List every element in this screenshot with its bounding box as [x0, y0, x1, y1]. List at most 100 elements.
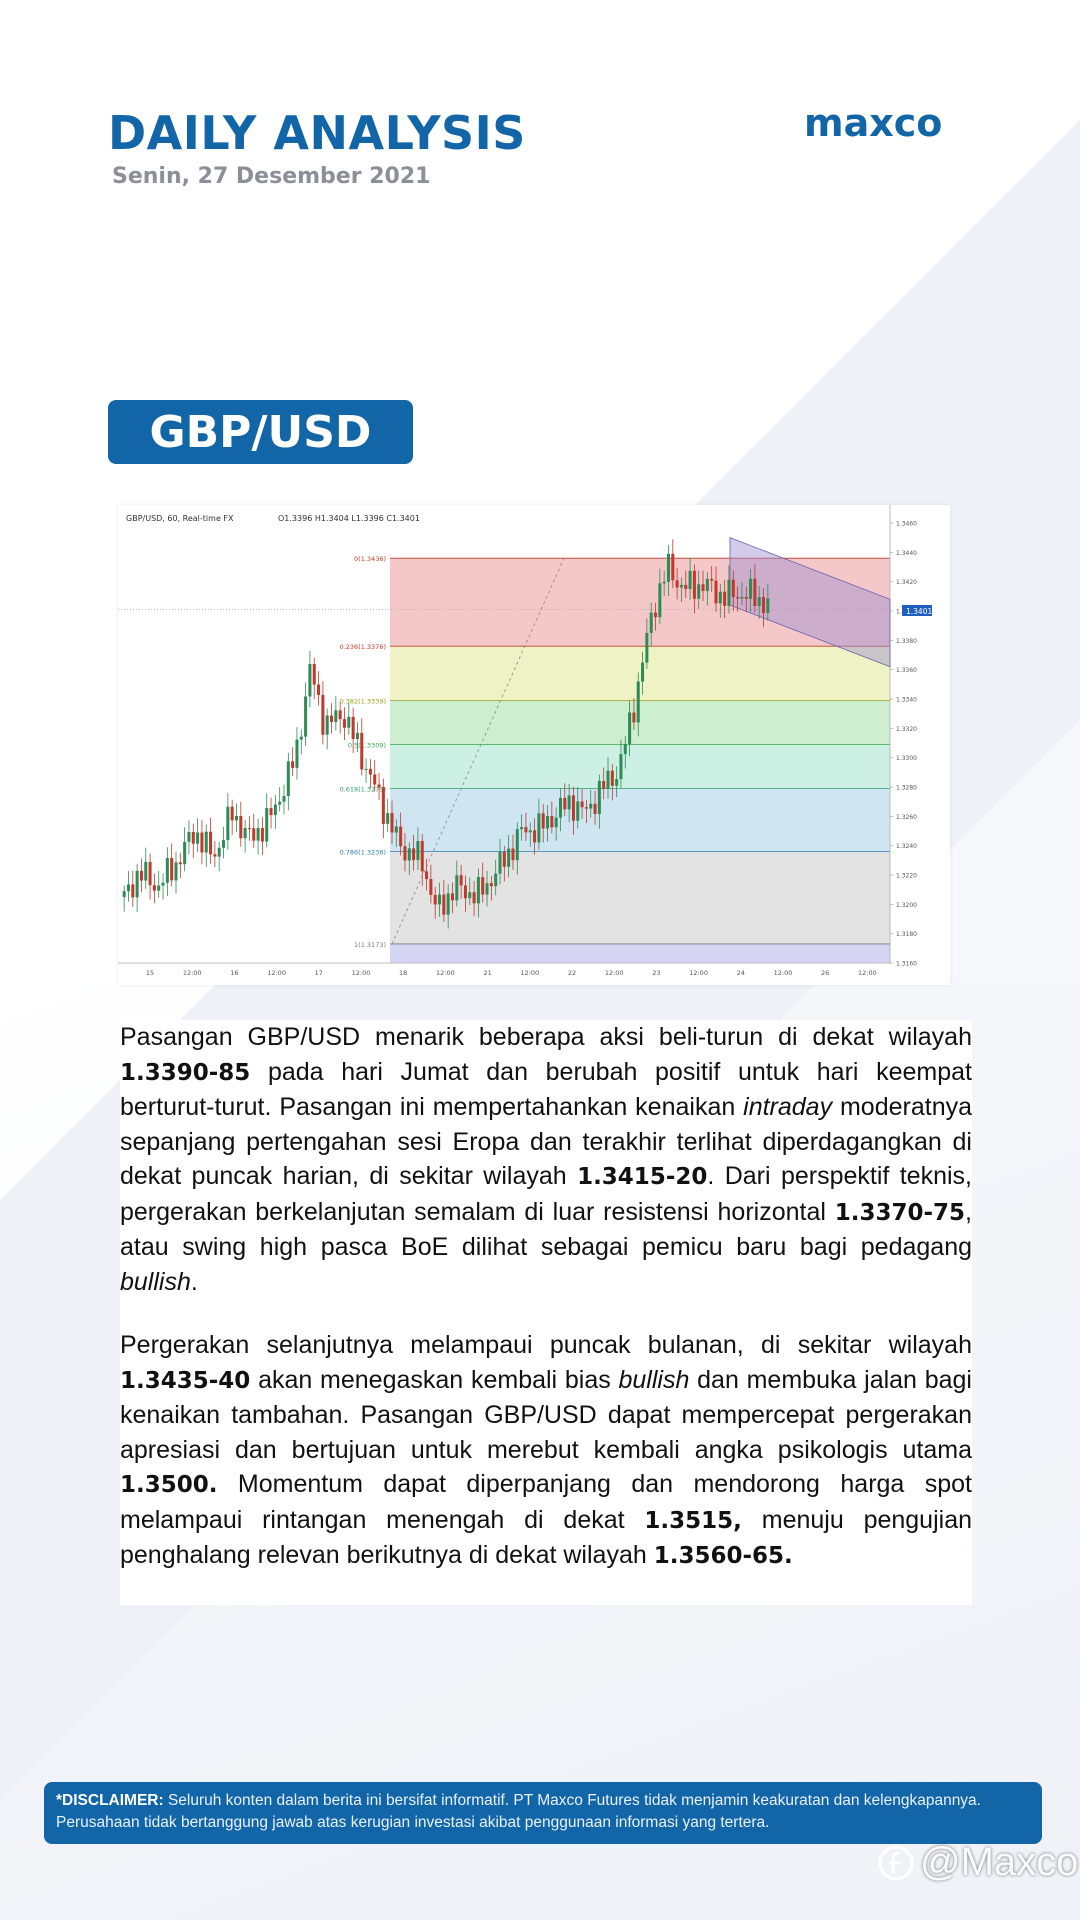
- candle-body: [291, 761, 295, 768]
- candle-body: [174, 862, 178, 881]
- candle-body: [692, 570, 696, 599]
- fib-band: [390, 744, 890, 789]
- time-tick-label: 18: [399, 969, 407, 977]
- time-tick-label: 22: [568, 969, 576, 977]
- fib-label: 0.5(1.3309): [348, 741, 386, 749]
- time-tick-label: 23: [652, 969, 660, 977]
- candle-body: [602, 780, 606, 789]
- time-tick-label: 21: [483, 969, 491, 977]
- time-axis: 15 12:00 16 12:00 17 12:00 18 12:00 21 12:00 22 12:…: [146, 969, 877, 977]
- candle-body: [429, 879, 433, 895]
- fib-label: 0.618(1.3279): [340, 785, 386, 793]
- candle-body: [610, 770, 614, 786]
- candle-body: [571, 795, 575, 821]
- candle-body: [662, 581, 666, 584]
- candle-body: [524, 827, 528, 833]
- candle-body: [420, 841, 424, 872]
- candle-body: [623, 743, 627, 755]
- candle-body: [165, 858, 169, 883]
- page-title: DAILY ANALYSIS: [108, 106, 526, 160]
- bold-level: 1.3515,: [644, 1507, 742, 1534]
- fib-label: 1(1.3173): [354, 941, 386, 949]
- fibonacci-levels: 0(1.3436) 0.236(1.3376) 0.382(1.3339) 0.5(1…: [340, 555, 890, 963]
- price-axis: 1.34601.34401.34201.34001.33801.33601.33…: [890, 521, 917, 968]
- candle-body: [567, 795, 571, 810]
- candle-body: [360, 732, 364, 770]
- candle-body: [636, 681, 640, 723]
- candle-body: [412, 848, 416, 861]
- candle-body: [576, 801, 580, 821]
- candle-body: [740, 596, 744, 599]
- candle-body: [736, 597, 740, 599]
- candle-body: [481, 877, 485, 895]
- time-tick-label: 24: [737, 969, 745, 977]
- candle-body: [671, 553, 675, 581]
- price-tick-label: 1.3440: [896, 550, 917, 557]
- candle-body: [330, 715, 334, 723]
- price-tick-label: 1.3200: [896, 902, 917, 909]
- italic-term: bullish: [618, 1365, 690, 1394]
- candle-body: [554, 817, 558, 828]
- candle-body: [731, 579, 735, 598]
- candle-body: [537, 813, 541, 843]
- candle-body: [541, 813, 545, 829]
- text-run: , atau swing high pasca BoE dilihat seba…: [120, 1197, 972, 1262]
- candle-body: [744, 596, 748, 599]
- analysis-text: Pasangan GBP/USD menarik beberapa aksi b…: [120, 1020, 972, 1605]
- text-run: pada hari Jumat dan berubah positif untu…: [120, 1057, 972, 1122]
- candle-body: [399, 826, 403, 847]
- candle-body: [265, 808, 269, 842]
- time-tick-label: 12:00: [605, 969, 624, 977]
- time-tick-label: 12:00: [352, 969, 371, 977]
- candle-body: [511, 848, 515, 861]
- candle-body: [533, 830, 537, 843]
- bold-level: 1.3500.: [120, 1472, 218, 1498]
- fib-band: [390, 646, 890, 701]
- candle-body: [278, 801, 282, 805]
- watermark: @Maxco: [876, 1840, 1078, 1885]
- candle-body: [200, 832, 204, 853]
- candle-body: [666, 553, 670, 582]
- fib-label: 0(1.3436): [354, 555, 386, 563]
- price-tick-label: 1.3220: [896, 873, 917, 880]
- candle-body: [476, 877, 480, 904]
- time-tick-label: 17: [315, 969, 323, 977]
- time-tick-label: 12:00: [774, 969, 793, 977]
- candle-body: [295, 739, 299, 768]
- logo-text: maxco: [804, 101, 942, 145]
- candle-body: [243, 827, 247, 839]
- candle-body: [230, 806, 234, 821]
- candle-body: [196, 832, 200, 844]
- candle-body: [234, 815, 238, 821]
- candle-body: [390, 813, 394, 833]
- candle-body: [749, 578, 753, 599]
- text-run: Momentum dapat diperpanjang dan mendoron…: [120, 1470, 972, 1534]
- price-tick-label: 1.3340: [896, 697, 917, 704]
- candle-body: [317, 684, 321, 695]
- time-tick-label: 12:00: [520, 969, 539, 977]
- candle-body: [450, 893, 454, 901]
- candle-body: [718, 591, 722, 604]
- text-run: moderatnya sepanjang pertengahan sesi Er…: [120, 1093, 973, 1190]
- candle-body: [126, 884, 130, 892]
- candle-body: [321, 694, 325, 735]
- candle-body: [446, 893, 450, 915]
- candle-body: [334, 710, 338, 723]
- price-tick-label: 1.3380: [896, 638, 917, 645]
- candle-body: [701, 584, 705, 592]
- candle-body: [213, 854, 217, 857]
- time-tick-label: 15: [146, 969, 154, 977]
- watermark-text: @Maxco: [920, 1840, 1079, 1884]
- candle-body: [658, 583, 662, 618]
- candle-body: [338, 710, 342, 720]
- candle-body: [308, 664, 312, 697]
- candle-body: [753, 578, 757, 607]
- bold-level: 1.3415-20: [577, 1164, 708, 1190]
- price-tag: 1.3401: [906, 607, 932, 616]
- candle-body: [563, 797, 567, 810]
- fib-band: [390, 700, 890, 745]
- candle-body: [204, 831, 208, 853]
- analysis-paragraph-1: Pasangan GBP/USD menarik beberapa aksi b…: [120, 1020, 972, 1299]
- candle-body: [209, 831, 213, 855]
- price-tick-label: 1.3180: [896, 931, 917, 938]
